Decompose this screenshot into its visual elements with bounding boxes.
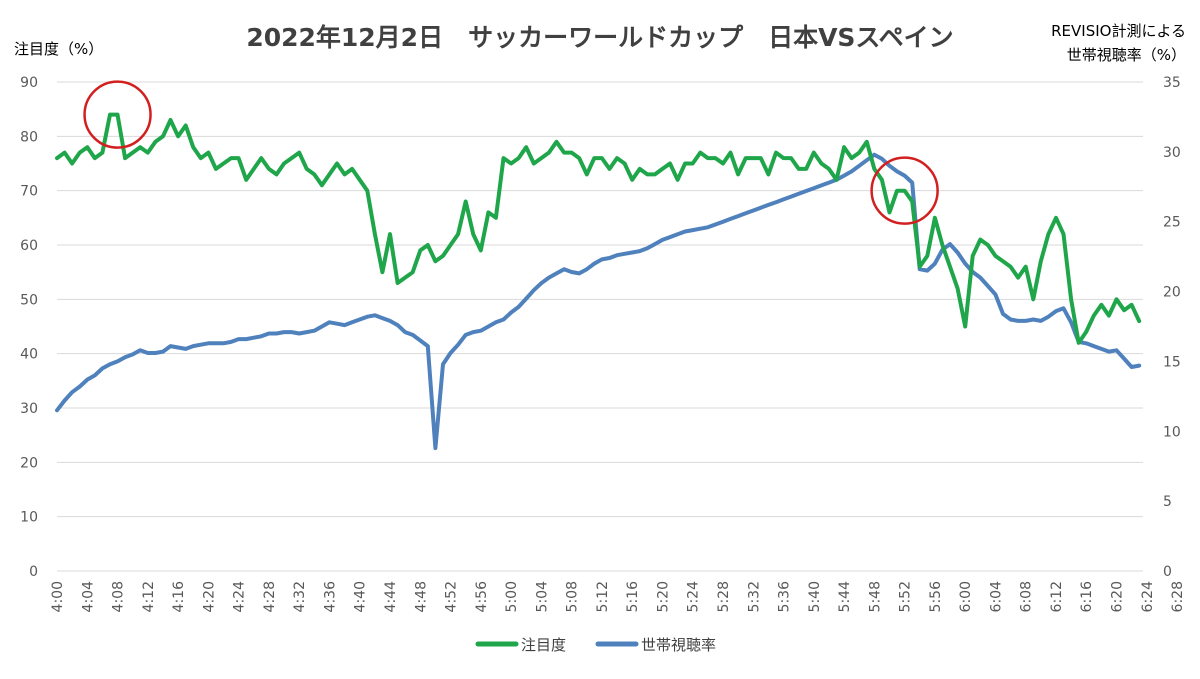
x-tick-labels: 4:00 4:04 4:08 4:12 4:16 4:20 4:24 4:28 4:32 4:36… <box>50 581 1186 613</box>
x-tick-label: 5:36 <box>777 581 793 613</box>
x-tick-label: 6:00 <box>958 581 974 612</box>
x-tick-label: 5:08 <box>565 581 581 612</box>
x-tick-label: 5:24 <box>686 581 702 613</box>
right-y-tick-label: 20 <box>1163 285 1181 301</box>
right-y-tick-label: 15 <box>1163 354 1181 370</box>
x-tick-label: 5:20 <box>655 581 671 612</box>
right-y-tick-label: 25 <box>1163 215 1181 231</box>
x-tick-label: 6:16 <box>1079 581 1095 613</box>
right-axis-title-line1: REVISIO計測による <box>1051 22 1186 40</box>
x-tick-label: 4:28 <box>262 581 278 612</box>
highlight-circles <box>83 80 939 225</box>
x-tick-label: 4:52 <box>444 581 460 612</box>
left-y-tick-label: 0 <box>29 564 38 580</box>
x-tick-label: 4:20 <box>201 581 217 612</box>
left-y-tick-label: 50 <box>20 292 38 308</box>
left-y-tick-label: 90 <box>20 75 38 91</box>
left-y-tick-label: 30 <box>20 401 38 417</box>
x-tick-label: 4:00 <box>50 581 66 612</box>
x-tick-label: 5:00 <box>504 581 520 612</box>
x-tick-label: 4:24 <box>232 581 248 613</box>
series-lines <box>55 112 1142 451</box>
x-tick-label: 4:48 <box>413 581 429 612</box>
x-tick-label: 5:44 <box>837 581 853 613</box>
x-tick-label: 6:04 <box>988 581 1004 613</box>
x-tick-label: 4:44 <box>383 581 399 613</box>
x-tick-label: 5:28 <box>716 581 732 612</box>
household-rating-line <box>55 152 1142 451</box>
right-axis-title-line2: 世帯視聴率（%） <box>1067 46 1186 64</box>
x-tick-label: 5:52 <box>898 581 914 612</box>
left-y-tick-label: 10 <box>20 510 38 526</box>
x-tick-label: 6:12 <box>1049 581 1065 612</box>
x-tick-label: 4:04 <box>80 581 96 613</box>
x-tick-label: 6:08 <box>1019 581 1035 612</box>
chart-title: 2022年12月2日 サッカーワールドカップ 日本VSスペイン <box>246 23 953 52</box>
x-tick-label: 4:40 <box>353 581 369 612</box>
attention-line <box>55 112 1142 345</box>
right-y-tick-label: 30 <box>1163 145 1181 161</box>
x-tick-label: 5:32 <box>746 581 762 612</box>
x-tick-label: 4:32 <box>292 581 308 612</box>
legend: 注目度 世帯視聴率 <box>475 636 716 654</box>
gridlines <box>57 81 1143 572</box>
legend-label-household: 世帯視聴率 <box>641 636 716 654</box>
x-tick-label: 4:56 <box>474 581 490 613</box>
highlight-circle <box>83 80 152 149</box>
x-tick-label: 5:04 <box>534 581 550 613</box>
highlight-circle <box>870 156 939 225</box>
legend-label-attention: 注目度 <box>521 636 566 654</box>
right-y-tick-labels: 0 5 10 15 20 25 30 35 <box>1163 75 1181 580</box>
x-tick-label: 4:36 <box>322 581 338 613</box>
left-y-tick-label: 20 <box>20 455 38 471</box>
right-y-tick-label: 35 <box>1163 75 1181 91</box>
x-tick-label: 4:08 <box>111 581 127 612</box>
x-tick-label: 6:24 <box>1140 581 1156 613</box>
x-tick-label: 4:12 <box>141 581 157 612</box>
x-tick-label: 5:56 <box>928 581 944 613</box>
x-tick-label: 5:48 <box>867 581 883 612</box>
right-y-tick-label: 10 <box>1163 424 1181 440</box>
x-tick-label: 5:16 <box>625 581 641 613</box>
left-y-tick-label: 80 <box>20 129 38 145</box>
right-y-tick-label: 5 <box>1163 494 1172 510</box>
x-tick-label: 6:28 <box>1170 581 1186 612</box>
x-tick-label: 5:40 <box>807 581 823 612</box>
left-y-tick-label: 60 <box>20 238 38 254</box>
left-y-tick-label: 40 <box>20 347 38 363</box>
left-axis-title: 注目度（%） <box>14 40 103 58</box>
right-y-tick-label: 0 <box>1163 564 1172 580</box>
x-tick-label: 5:12 <box>595 581 611 612</box>
x-tick-label: 6:20 <box>1110 581 1126 612</box>
left-y-tick-labels: 0 10 20 30 40 50 60 70 80 90 <box>20 75 38 580</box>
left-y-tick-label: 70 <box>20 184 38 200</box>
x-tick-label: 4:16 <box>171 581 187 613</box>
